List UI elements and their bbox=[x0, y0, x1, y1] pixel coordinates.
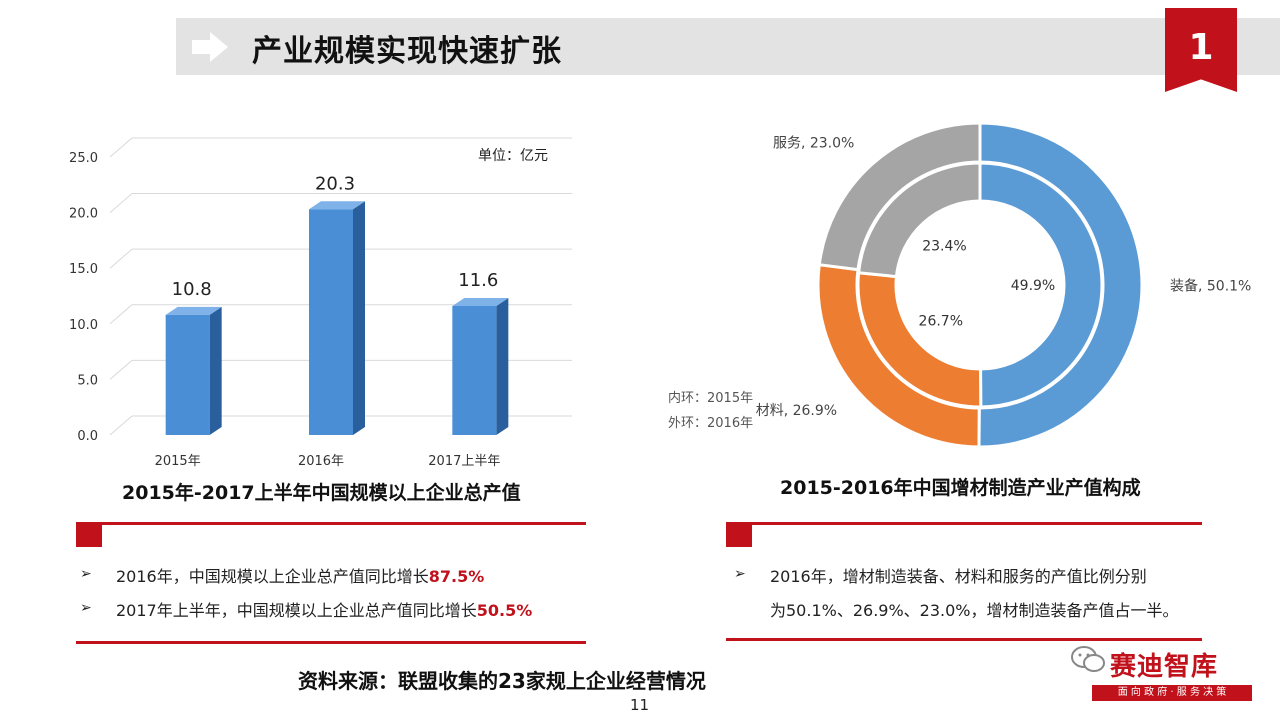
bar-chart: 0.0 5.0 10.0 15.0 20.0 25.0 10.8 2015年 20.3 2016年… bbox=[69, 137, 572, 469]
inner-slice-装备 bbox=[978, 161, 1104, 409]
bar-top bbox=[452, 298, 509, 307]
grid-line-diagonal bbox=[109, 304, 133, 325]
inner-slice-服务 bbox=[856, 161, 982, 279]
bar-top bbox=[309, 201, 365, 210]
y-tick-label: 10.0 bbox=[69, 318, 98, 333]
grid-line-diagonal bbox=[109, 193, 133, 213]
bar-side bbox=[209, 306, 222, 435]
y-tick-label: 0.0 bbox=[77, 429, 98, 444]
brand-slogan: 面 向 政 府 · 服 务 决 策 bbox=[1092, 685, 1252, 701]
bar-top bbox=[165, 306, 222, 315]
right-panel-bottom-rule bbox=[726, 638, 1202, 641]
grid-line-diagonal bbox=[109, 359, 133, 380]
left-panel-tab bbox=[76, 525, 102, 547]
bar-2015年 bbox=[165, 314, 210, 435]
arrow-bullet-icon: ➢ bbox=[80, 600, 92, 616]
donut-chart-title: 2015-2016年中国增材制造产业产值构成 bbox=[780, 477, 1141, 499]
grid-line-diagonal bbox=[109, 137, 133, 158]
right-bullet-line-2: 为50.1%、26.9%、23.0%，增材制造装备产值占一半。 bbox=[770, 601, 1179, 620]
bar-data-label: 11.6 bbox=[458, 270, 498, 291]
x-tick-label: 2016年 bbox=[298, 454, 344, 469]
right-panel-top-rule bbox=[726, 522, 1202, 525]
inner-slice-label: 26.7% bbox=[919, 314, 963, 330]
brand-name: 赛迪智库 bbox=[1110, 652, 1219, 682]
left-panel-top-rule bbox=[76, 522, 586, 525]
bar-2016年 bbox=[309, 209, 353, 435]
bar-2017上半年 bbox=[452, 306, 497, 435]
y-tick-label: 5.0 bbox=[77, 373, 98, 388]
donut-chart: 装备, 50.1% 材料, 26.9% 服务, 23.0% 49.9% 26.7% 23.… bbox=[668, 121, 1251, 449]
outer-slice-label: 装备, 50.1% bbox=[1170, 278, 1251, 295]
y-tick-label: 15.0 bbox=[69, 262, 98, 277]
bar-side bbox=[496, 298, 509, 435]
left-bullet-1: 2016年，中国规模以上企业总产值同比增长87.5% bbox=[116, 567, 485, 586]
chart-unit-label: 单位：亿元 bbox=[478, 148, 548, 164]
bar-data-label: 20.3 bbox=[315, 173, 355, 194]
right-panel-tab bbox=[726, 525, 752, 547]
bar-side bbox=[353, 201, 365, 435]
x-tick-label: 2015年 bbox=[155, 454, 201, 469]
wechat-icon bbox=[1071, 646, 1105, 672]
outer-slice-label: 材料, 26.9% bbox=[756, 403, 837, 419]
arrow-bullet-icon: ➢ bbox=[734, 566, 746, 582]
y-tick-label: 20.0 bbox=[69, 207, 98, 222]
brand-logo: 赛迪智库 面 向 政 府 · 服 务 决 策 bbox=[1070, 640, 1270, 712]
left-bullet-2: 2017年上半年，中国规模以上企业总产值同比增长50.5% bbox=[116, 601, 533, 620]
inner-slice-label: 23.4% bbox=[922, 239, 966, 255]
page-title: 产业规模实现快速扩张 bbox=[252, 34, 562, 69]
bar-chart-title: 2015年-2017上半年中国规模以上企业总产值 bbox=[122, 482, 521, 504]
x-tick-label: 2017上半年 bbox=[428, 454, 500, 469]
header-bar bbox=[176, 18, 1280, 75]
page-number: 11 bbox=[630, 696, 650, 714]
grid-line-diagonal bbox=[109, 415, 133, 436]
left-panel-bottom-rule bbox=[76, 641, 586, 644]
y-tick-label: 25.0 bbox=[69, 151, 98, 166]
arrow-bullet-icon: ➢ bbox=[80, 566, 92, 582]
bar-data-label: 10.8 bbox=[172, 279, 212, 300]
page-badge: 1 bbox=[1165, 8, 1237, 92]
ring-note-inner: 内环：2015年 bbox=[668, 390, 753, 406]
inner-slice-label: 49.9% bbox=[1011, 278, 1055, 294]
grid-line-diagonal bbox=[109, 248, 133, 269]
source-note: 资料来源：联盟收集的23家规上企业经营情况 bbox=[298, 669, 706, 693]
right-bullet-line-1: 2016年，增材制造装备、材料和服务的产值比例分别 bbox=[770, 567, 1147, 586]
arrow-right-icon bbox=[192, 32, 228, 62]
outer-slice-label: 服务, 23.0% bbox=[773, 135, 854, 151]
ring-note-outer: 外环：2016年 bbox=[668, 416, 753, 431]
